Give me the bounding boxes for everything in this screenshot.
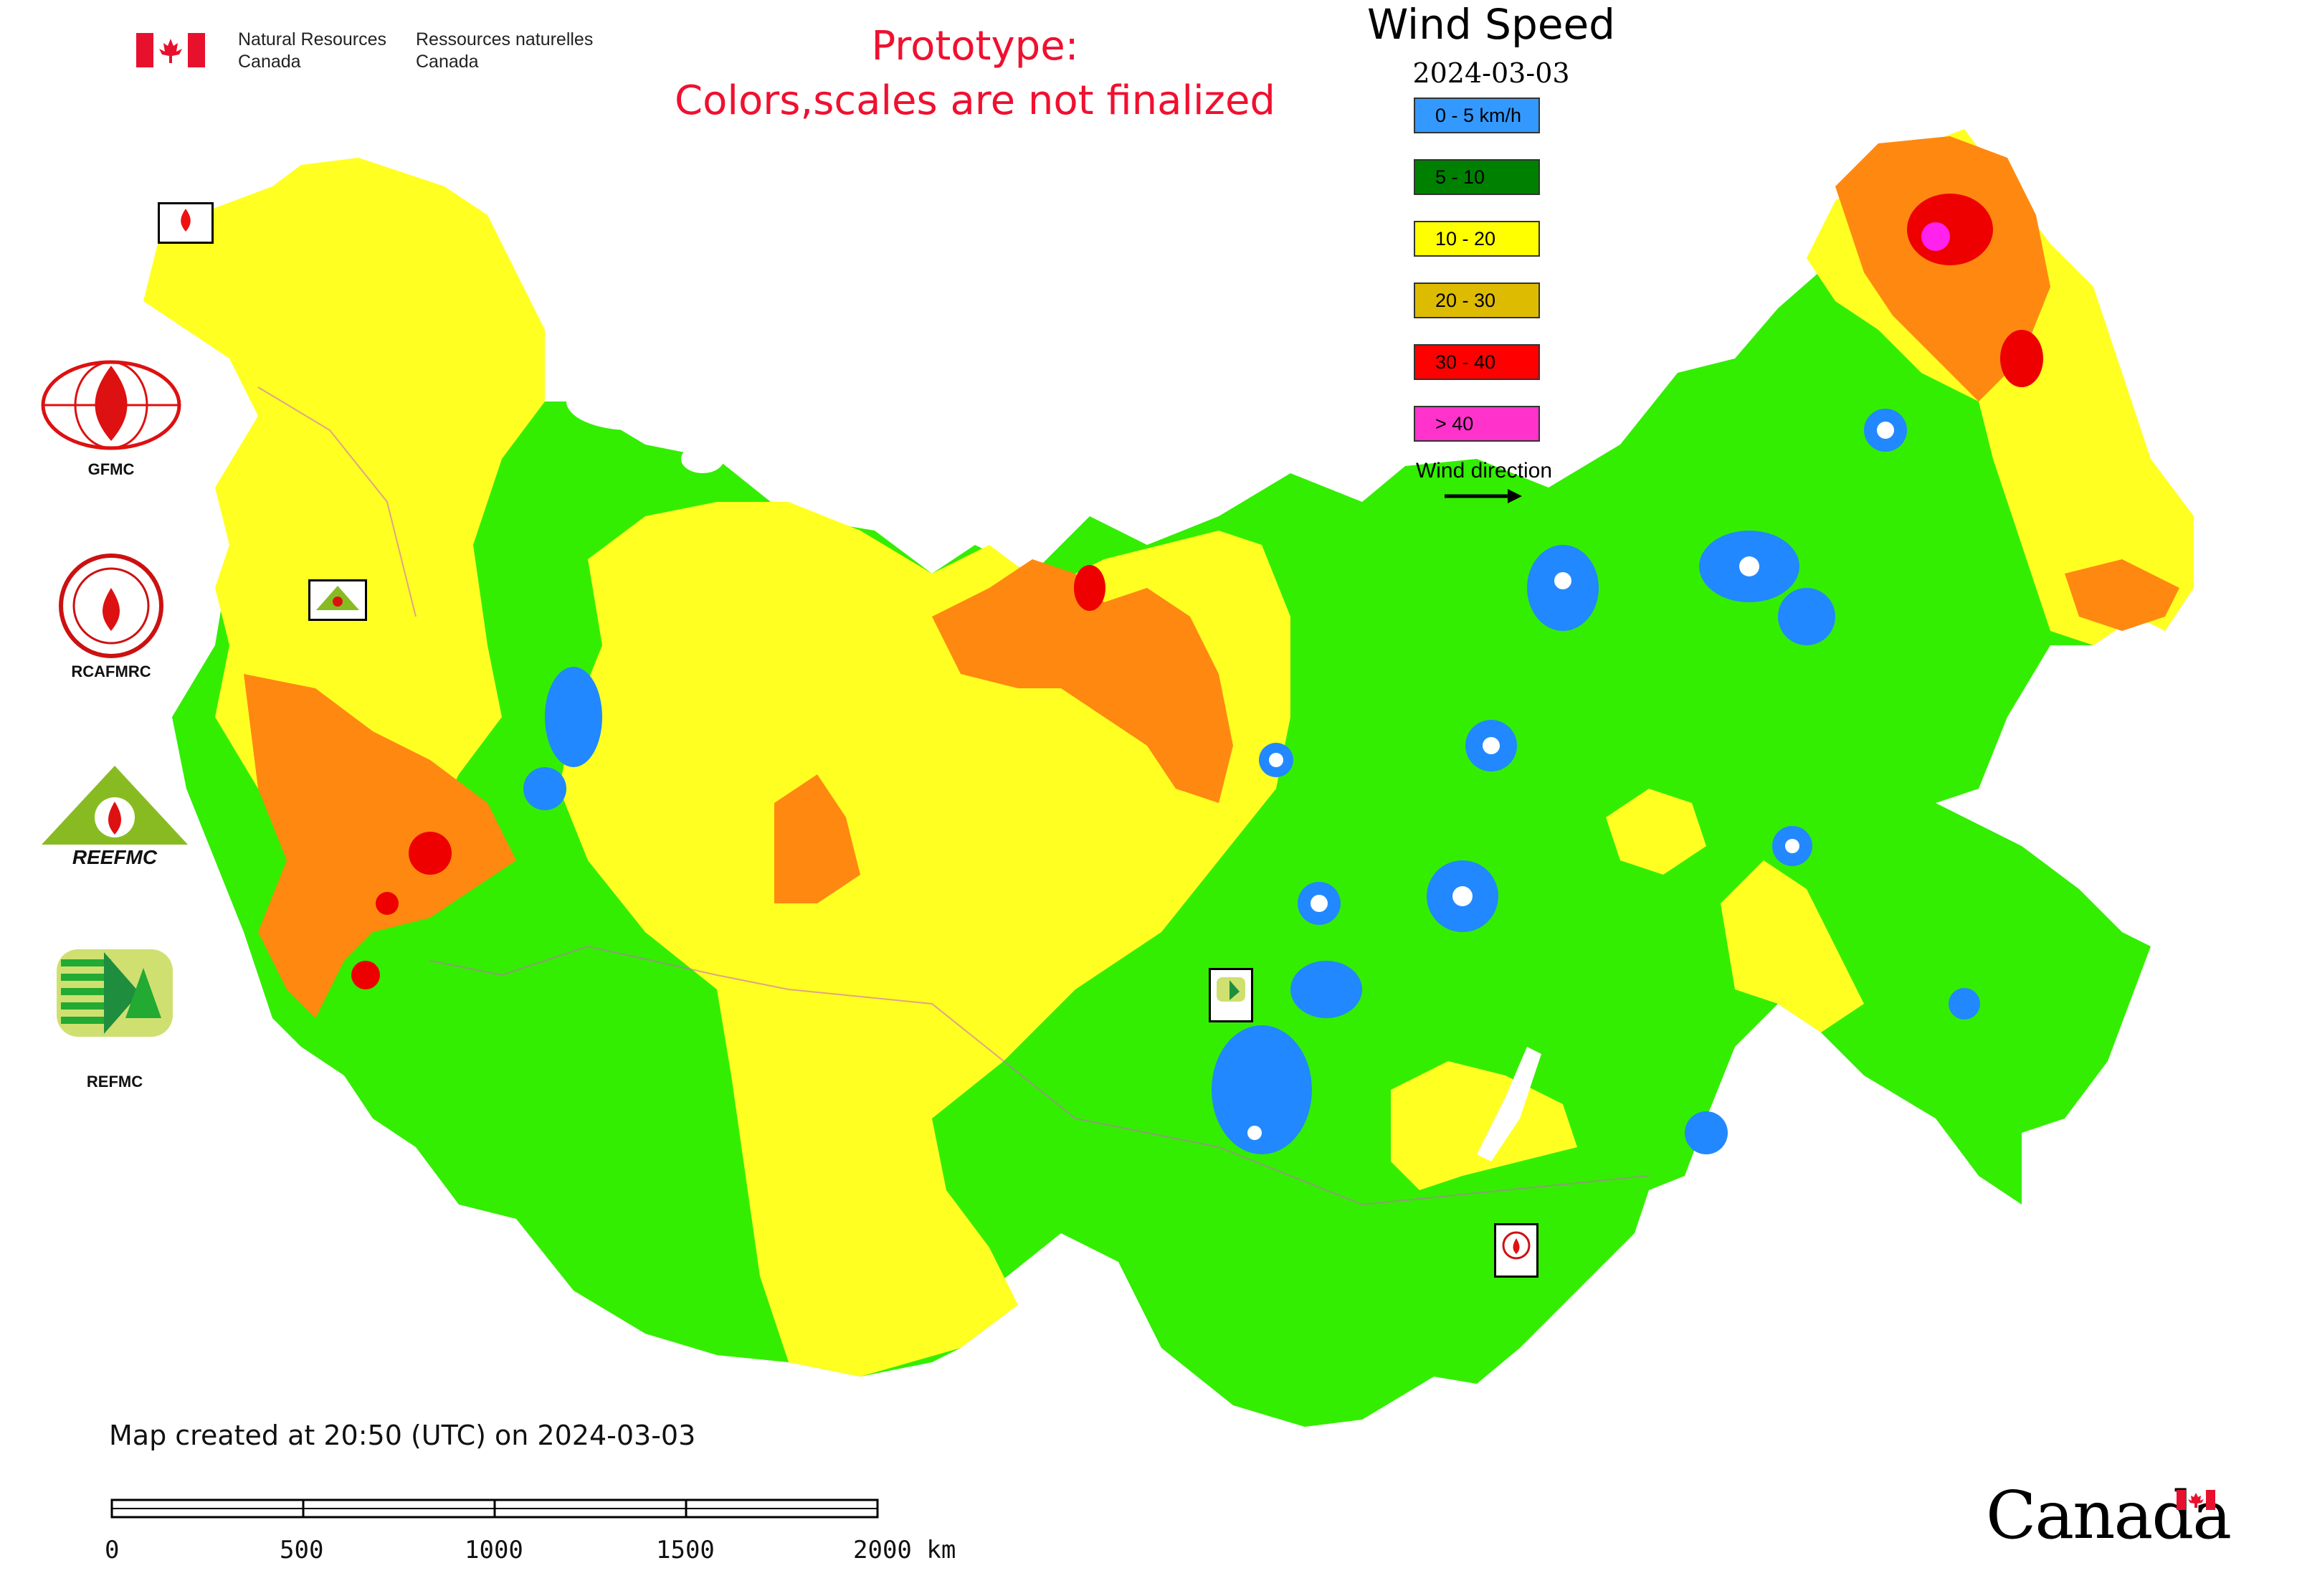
- logo-label-reefmc: REEFMC: [72, 846, 158, 868]
- map-title: Wind Speed: [1366, 0, 1616, 49]
- region-magenta-chukotka: [1921, 222, 1950, 251]
- prototype-notice-line1: Prototype:: [871, 23, 1079, 70]
- canada-flag-icon: [136, 33, 205, 67]
- scale-bar-graphic: [110, 1498, 879, 1519]
- region-red-yamal: [1074, 565, 1105, 611]
- logo-reefmc: REEFMC: [36, 760, 194, 875]
- blue-pocket-centers: [1247, 422, 1894, 1140]
- gfmc-small-badge: [158, 202, 214, 244]
- legend-item-3: 20 - 30: [1414, 282, 1540, 318]
- scale-bar: 0 500 1000 1500 2000 km: [105, 1498, 968, 1564]
- scale-tick-0: 0: [105, 1536, 120, 1564]
- logo-label-refmc: REFMC: [86, 1073, 143, 1091]
- region-orange-west-siberia: [774, 774, 860, 903]
- reefmc-triangle-icon: [40, 766, 189, 868]
- region-orange-kamchatka: [2065, 559, 2179, 631]
- region-red-chukotka: [1907, 194, 1993, 265]
- scale-tick-2000: 2000 km: [853, 1536, 956, 1564]
- region-red-ukraine-2: [376, 892, 399, 915]
- legend-item-5: > 40: [1414, 406, 1540, 442]
- government-signature: Natural Resources Canada Ressources natu…: [136, 29, 624, 79]
- logo-label-gfmc: GFMC: [87, 460, 135, 478]
- government-name-fr: Ressources naturelles Canada: [416, 29, 594, 72]
- region-red-ukraine-1: [409, 832, 452, 875]
- region-yellow-central: [559, 502, 1290, 1377]
- scale-tick-1500: 1500: [656, 1536, 715, 1564]
- rcafmrc-map-badge: [1494, 1223, 1538, 1278]
- region-yellow-mid: [1606, 789, 1706, 875]
- logo-rcafmrc: RCAFMRC: [39, 552, 183, 688]
- gfmc-globe-icon: [41, 360, 181, 450]
- admin-borders: [257, 386, 1650, 1206]
- map-created-text: Map created at 20:50 (UTC) on 2024-03-03: [109, 1420, 696, 1451]
- legend-item-1: 5 - 10: [1414, 159, 1540, 195]
- legend-item-0: 0 - 5 km/h: [1414, 98, 1540, 133]
- canada-wordmark: Canada: [1986, 1477, 2232, 1554]
- logo-gfmc: GFMC: [39, 358, 183, 480]
- prototype-notice: Prototype: Colors,scales are not finaliz…: [645, 14, 1305, 123]
- region-orange-yamal: [932, 559, 1233, 803]
- region-yellow-baikal: [1391, 1061, 1577, 1190]
- lakes: [566, 373, 1541, 1162]
- region-orange-ukraine: [244, 674, 516, 1018]
- logo-label-rcafmrc: RCAFMRC: [71, 662, 151, 680]
- rcafmrc-badge-icon: [1502, 1231, 1531, 1260]
- government-name-en: Natural Resources Canada: [238, 29, 387, 72]
- wind-direction-arrow-icon: [1445, 489, 1522, 503]
- wind-direction-label: Wind direction: [1415, 459, 1553, 483]
- scale-tick-500: 500: [280, 1536, 324, 1564]
- prototype-notice-line2: Colors,scales are not finalized: [675, 77, 1275, 124]
- logo-refmc: REFMC: [54, 946, 176, 1091]
- region-red-ukraine-3: [351, 961, 380, 989]
- scale-tick-1000: 1000: [465, 1536, 523, 1564]
- region-orange-chukotka: [1835, 136, 2050, 402]
- refmc-emblem-icon: [57, 949, 173, 1037]
- legend-item-2: 10 - 20: [1414, 221, 1540, 257]
- legend-item-4: 30 - 40: [1414, 344, 1540, 380]
- refmc-badge-icon: [1217, 977, 1245, 1002]
- reefmc-badge-icon: [316, 586, 359, 610]
- region-red-east: [2000, 330, 2043, 387]
- canada-wordmark-flag-icon: [2177, 1490, 2215, 1510]
- fire-icon: [181, 209, 191, 232]
- region-yellow-south-east: [1721, 860, 1864, 1032]
- map-date: 2024-03-03: [1412, 57, 1570, 89]
- region-yellow-west: [143, 158, 545, 903]
- reefmc-map-badge: [308, 579, 367, 621]
- refmc-map-badge: [1209, 968, 1253, 1022]
- rcafmrc-seal-icon: [59, 554, 163, 658]
